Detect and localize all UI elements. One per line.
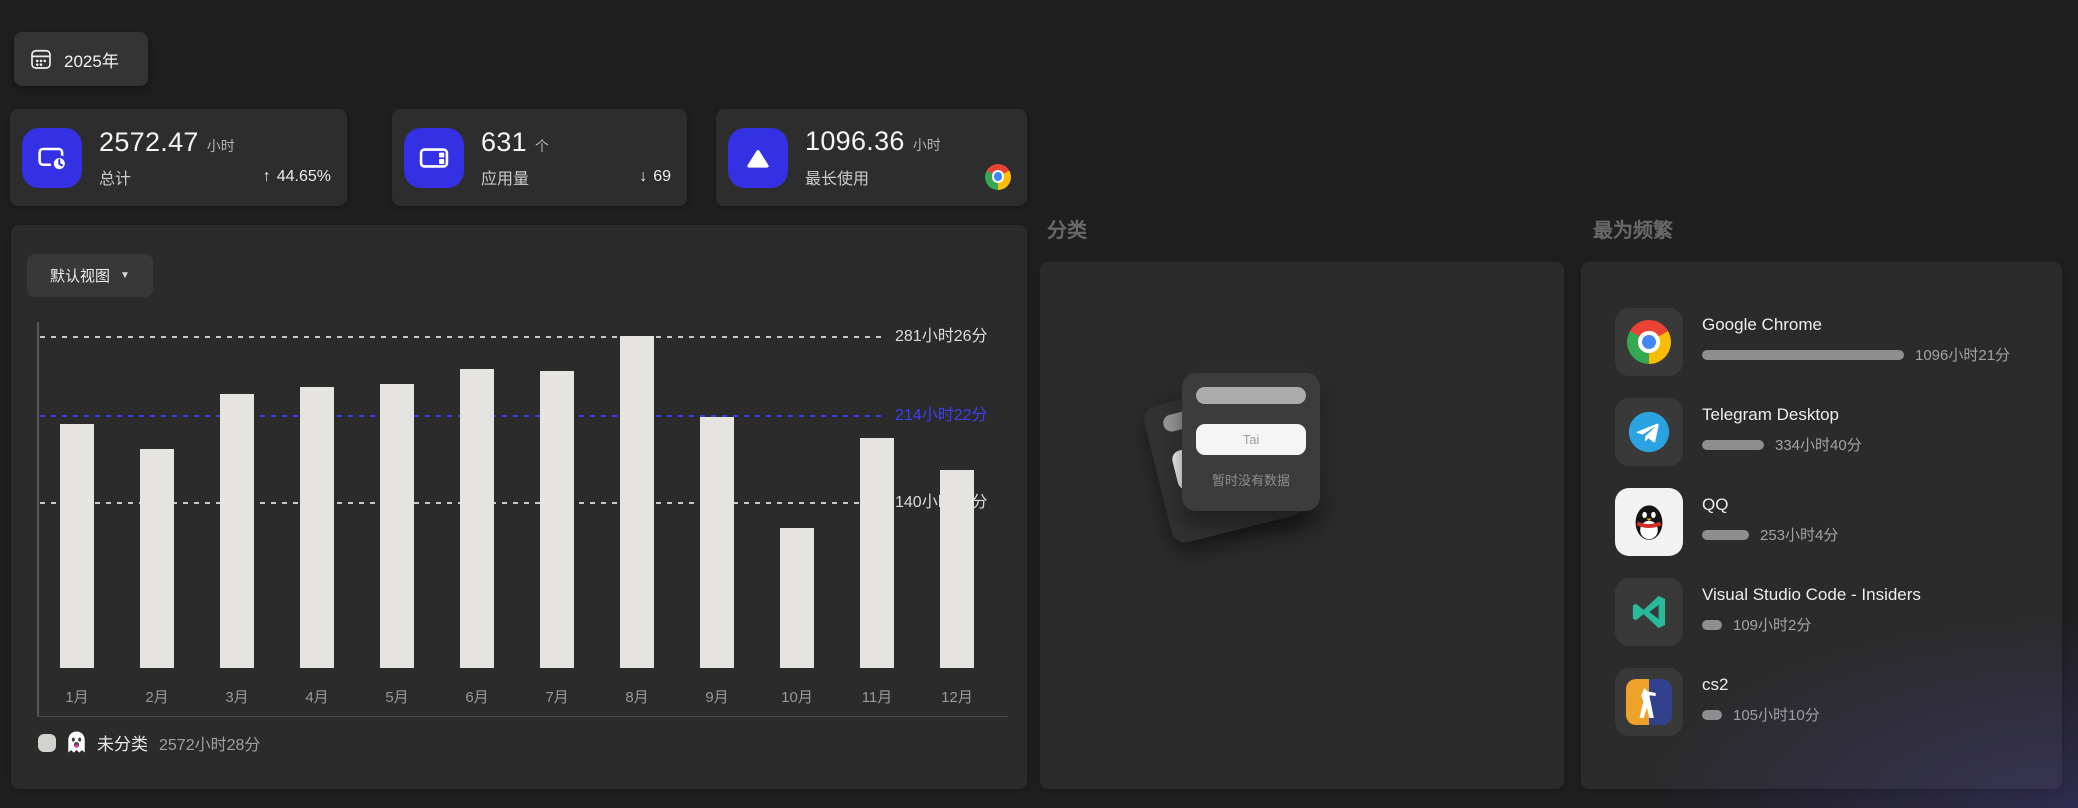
longest-use-value: 1096.36 xyxy=(805,125,905,156)
telegram-icon xyxy=(1628,411,1670,453)
frequent-panel: Google Chrome 1096小时21分 Telegram Desktop… xyxy=(1581,262,2062,789)
app-list-item-qq[interactable]: QQ 253小时4分 xyxy=(1615,488,2035,556)
app-list-item-google-chrome[interactable]: Google Chrome 1096小时21分 xyxy=(1615,308,2035,376)
app-count-value: 631 xyxy=(481,126,527,157)
chart-month-label: 1月 xyxy=(65,689,89,706)
calendar-icon xyxy=(31,49,51,69)
chart-reference-label: 281小时26分 xyxy=(895,328,988,345)
app-usage-bar xyxy=(1702,619,1722,630)
app-usage-bar xyxy=(1702,439,1764,450)
yearly-chart-panel: 默认视图 ▼ 281小时26分214小时22分140小时43分1月2月3月4月5… xyxy=(11,225,1027,789)
app-name: Google Chrome xyxy=(1702,315,1823,334)
arrow-up-icon: ↑ xyxy=(262,167,271,185)
empty-state-pill xyxy=(1196,387,1306,404)
google-chrome-icon xyxy=(1627,320,1671,364)
app-name: QQ xyxy=(1702,495,1729,514)
app-list-item-telegram[interactable]: Telegram Desktop 334小时40分 xyxy=(1615,398,2035,466)
year-selector-label: 2025年 xyxy=(64,51,119,71)
app-count-card: 631 个 应用量 ↓ 69 xyxy=(392,109,687,206)
category-panel: Tai 暂时没有数据 xyxy=(1040,262,1564,789)
google-chrome-icon xyxy=(985,163,1011,190)
chart-month-label: 6月 xyxy=(465,689,489,706)
app-list-item-cs2[interactable]: cs2 105小时10分 xyxy=(1615,668,2035,736)
total-hours-value: 2572.47 xyxy=(99,126,199,157)
legend-swatch xyxy=(38,733,56,752)
app-usage-bar xyxy=(1702,709,1722,720)
total-hours-label: 总计 xyxy=(99,170,132,188)
chart-legend-item[interactable]: 未分类 2572小时28分 xyxy=(38,730,260,755)
total-hours-unit: 小时 xyxy=(206,137,235,154)
app-duration: 109小时2分 xyxy=(1733,617,1812,634)
screen-clock-icon xyxy=(22,127,82,188)
view-selector-label: 默认视图 xyxy=(50,268,111,285)
app-name: cs2 xyxy=(1702,675,1729,694)
app-duration: 1096小时21分 xyxy=(1915,347,2011,364)
app-list-item-vscode-insiders[interactable]: Visual Studio Code - Insiders 109小时2分 xyxy=(1615,578,2035,646)
legend-series-value: 2572小时28分 xyxy=(159,736,261,754)
chart-month-label: 5月 xyxy=(385,689,409,706)
chart-reference-line xyxy=(40,336,885,338)
chart-bar-8月[interactable] xyxy=(620,336,654,668)
chevron-down-icon: ▼ xyxy=(120,270,130,281)
empty-state-app-name: Tai xyxy=(1196,424,1306,455)
category-panel-title: 分类 xyxy=(1047,220,1087,242)
chart-bar-12月[interactable] xyxy=(940,470,974,668)
view-selector-dropdown[interactable]: 默认视图 ▼ xyxy=(27,254,153,297)
app-count-unit: 个 xyxy=(534,137,549,154)
app-name: Telegram Desktop xyxy=(1702,405,1840,424)
frequent-panel-title: 最为频繁 xyxy=(1593,220,1673,242)
chart-x-axis xyxy=(37,716,1008,717)
longest-use-label: 最长使用 xyxy=(805,170,870,188)
app-duration: 253小时4分 xyxy=(1760,527,1839,544)
total-hours-delta: ↑ 44.65% xyxy=(262,167,331,185)
ghost-icon xyxy=(68,731,85,753)
chart-bar-11月[interactable] xyxy=(860,438,894,668)
app-name: Visual Studio Code - Insiders xyxy=(1702,585,1921,604)
chart-bar-5月[interactable] xyxy=(380,384,414,668)
cs2-icon xyxy=(1626,679,1672,725)
empty-state-front-card: Tai 暂时没有数据 xyxy=(1182,373,1320,511)
empty-state-illustration: Tai 暂时没有数据 xyxy=(1141,367,1328,557)
chart-month-label: 7月 xyxy=(545,689,569,706)
year-selector-button[interactable]: 2025年 xyxy=(14,32,148,86)
chart-month-label: 4月 xyxy=(305,689,329,706)
vscode-insiders-icon xyxy=(1632,595,1666,629)
chart-month-label: 10月 xyxy=(781,689,813,706)
arrow-down-icon: ↓ xyxy=(639,167,648,185)
chart-bar-1月[interactable] xyxy=(60,424,94,668)
qq-icon xyxy=(1635,505,1663,540)
chart-y-axis xyxy=(37,322,39,717)
chart-bar-2月[interactable] xyxy=(140,449,174,668)
triangle-icon xyxy=(728,127,788,188)
longest-use-card: 1096.36 小时 最长使用 xyxy=(716,109,1027,206)
legend-series-name: 未分类 xyxy=(97,735,148,754)
chart-reference-label: 214小时22分 xyxy=(895,407,988,424)
app-duration: 334小时40分 xyxy=(1775,437,1862,454)
chart-month-label: 12月 xyxy=(941,689,973,706)
total-hours-card: 2572.47 小时 总计 ↑ 44.65% xyxy=(10,109,347,206)
chart-month-label: 8月 xyxy=(625,689,649,706)
chart-bar-4月[interactable] xyxy=(300,387,334,668)
app-count-label: 应用量 xyxy=(481,170,530,188)
app-duration: 105小时10分 xyxy=(1733,707,1820,724)
chart-month-label: 11月 xyxy=(861,689,893,706)
longest-use-unit: 小时 xyxy=(912,136,941,153)
chart-bar-10月[interactable] xyxy=(780,528,814,668)
app-usage-bar xyxy=(1702,349,1904,360)
app-usage-bar xyxy=(1702,529,1749,540)
empty-state-message: 暂时没有数据 xyxy=(1211,473,1290,488)
chart-bar-9月[interactable] xyxy=(700,417,734,668)
chart-month-label: 2月 xyxy=(145,689,169,706)
app-window-icon xyxy=(404,127,464,188)
chart-bar-7月[interactable] xyxy=(540,371,574,668)
chart-month-label: 9月 xyxy=(705,689,729,706)
chart-month-label: 3月 xyxy=(225,689,249,706)
app-count-delta: ↓ 69 xyxy=(639,167,671,185)
chart-bar-3月[interactable] xyxy=(220,394,254,668)
chart-bar-6月[interactable] xyxy=(460,369,494,668)
